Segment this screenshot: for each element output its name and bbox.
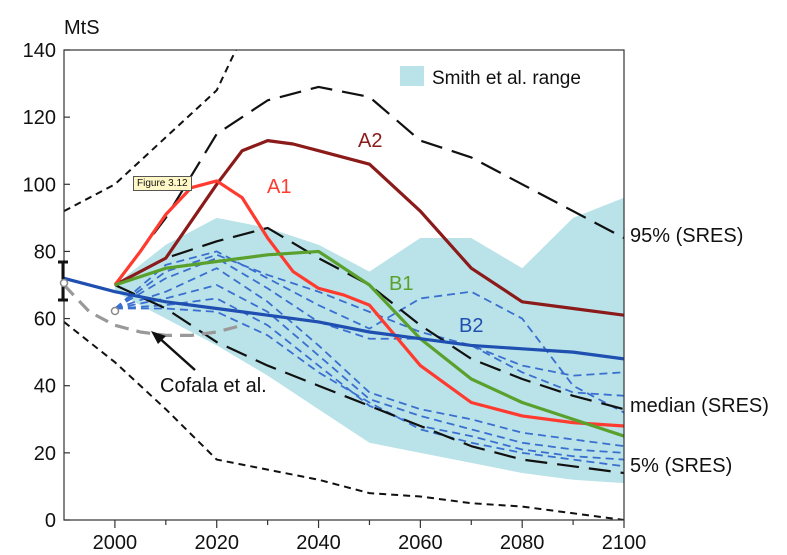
series-line-b2	[64, 276, 624, 361]
series-line-p5	[114, 284, 624, 475]
series-line-blue7	[114, 307, 624, 468]
y-tick-label: 40	[34, 376, 56, 398]
series-layer	[64, 50, 624, 520]
series-line-a2	[114, 139, 624, 317]
label-cofala: Cofala et al.	[160, 375, 267, 397]
legend-label: Smith et al. range	[432, 68, 581, 89]
x-tick-label: 2040	[296, 532, 341, 554]
series-line-blue4	[114, 267, 624, 448]
x-tick-label: 2080	[500, 532, 545, 554]
series-line-blue6	[114, 297, 624, 461]
series-line-p95	[114, 85, 624, 286]
marker-sres-start	[110, 306, 120, 316]
labels-layer: MtS Smith et al. range A2 A1 B1 B2 95% (…	[58, 17, 769, 477]
label-95-sres: 95% (SRES)	[630, 225, 743, 247]
series-label-b1: B1	[389, 273, 413, 295]
series-line-b1	[114, 249, 624, 438]
y-axis-unit-label: MtS	[64, 17, 100, 39]
x-tick-label: 2060	[398, 532, 443, 554]
markers-layer	[59, 278, 120, 316]
y-tick-label: 0	[45, 510, 56, 532]
smith-range-band	[114, 197, 624, 484]
x-tick-label: 2000	[93, 532, 138, 554]
figure-tag: Figure 3.12	[133, 176, 192, 191]
series-line-outer_lower	[64, 321, 624, 520]
cofala-arrow-line	[156, 335, 196, 371]
marker-cofala-start	[59, 278, 69, 288]
y-tick-label: 140	[23, 40, 56, 62]
series-label-a1: A1	[267, 176, 291, 198]
label-5-sres: 5% (SRES)	[630, 455, 732, 477]
series-line-blue5	[114, 284, 624, 454]
series-line-a1	[113, 179, 624, 428]
series-line-cofala	[64, 283, 243, 337]
series-label-a2: A2	[358, 130, 382, 152]
range-band-layer	[114, 197, 624, 484]
label-median-sres: median (SRES)	[630, 395, 769, 417]
legend-swatch	[400, 66, 424, 86]
series-label-b2: B2	[459, 315, 483, 337]
y-tick-label: 80	[34, 241, 56, 263]
series-line-outer_upper	[64, 50, 237, 213]
y-tick-label: 120	[23, 107, 56, 129]
series-line-blue1	[114, 250, 624, 414]
series-line-blue2	[114, 253, 624, 377]
x-tick-label: 2020	[194, 532, 239, 554]
y-tick-label: 20	[34, 443, 56, 465]
cofala-arrowhead	[151, 331, 166, 344]
x-tick-label: 2100	[602, 532, 647, 554]
y-tick-label: 60	[34, 309, 56, 331]
y-tick-label: 100	[23, 174, 56, 196]
